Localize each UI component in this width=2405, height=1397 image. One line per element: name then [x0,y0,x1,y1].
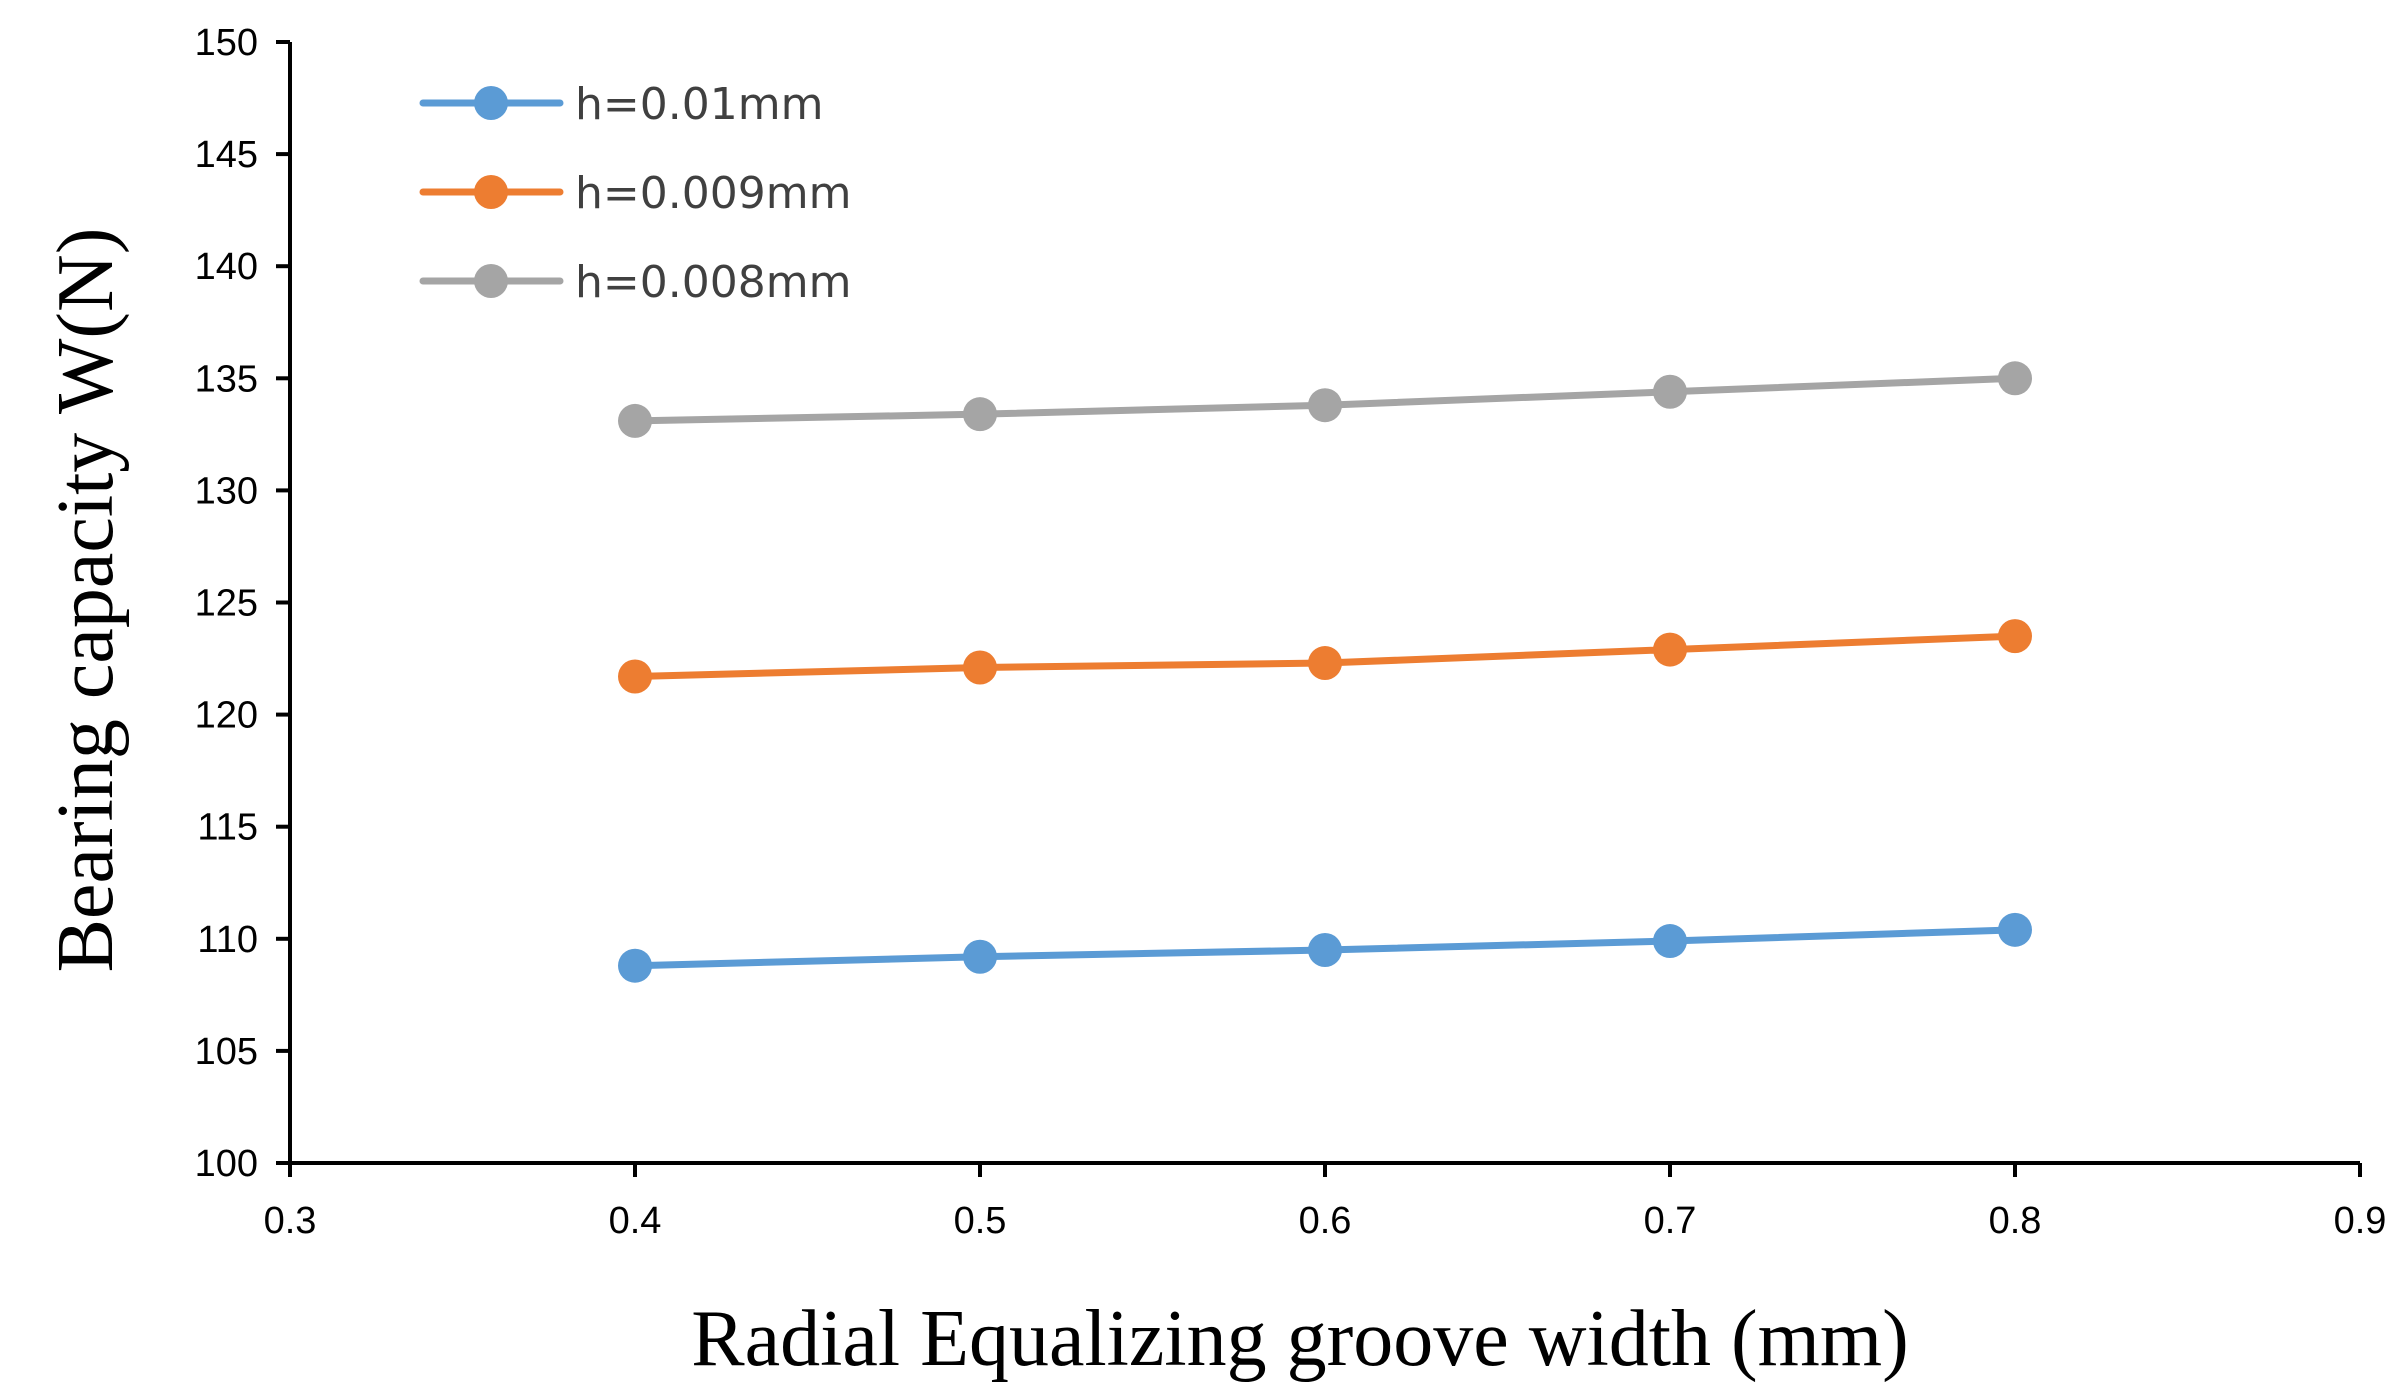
data-point [1998,619,2032,654]
series-3 [618,361,2032,438]
y-tick-label: 105 [195,1031,258,1073]
legend-marker [474,86,508,120]
y-tick-label: 135 [195,358,258,400]
y-tick-label: 150 [195,22,258,64]
data-point [1653,374,1687,409]
series-1 [618,912,2032,983]
y-tick-label: 145 [195,134,258,176]
legend-label: h=0.008mm [575,257,851,308]
y-tick-label: 130 [195,470,258,512]
data-point [963,397,997,432]
x-tick-label: 0.4 [609,1200,662,1242]
data-point [1653,924,1687,959]
data-point [1998,361,2032,396]
data-point [963,939,997,974]
x-ticks: 0.3 0.4 0.5 0.6 0.7 0.8 0.9 [264,1163,2387,1242]
data-point [1653,632,1687,667]
legend-label: h=0.01mm [575,79,823,130]
y-tick-label: 125 [195,583,258,625]
legend-marker [474,264,508,298]
y-tick-label: 120 [195,695,258,737]
x-tick-label: 0.9 [2334,1200,2387,1242]
y-tick-label: 140 [195,246,258,288]
y-axis-title: Bearing capacity W(N) [42,228,130,973]
data-point [963,650,997,685]
y-tick-label: 115 [197,807,258,849]
data-point [618,948,652,983]
legend-item: h=0.009mm [419,168,851,219]
legend: h=0.01mm h=0.009mm h=0.008mm [419,79,851,308]
legend-item: h=0.008mm [419,257,851,308]
x-axis-title: Radial Equalizing groove width (mm) [691,1295,1909,1383]
y-ticks: 100 105 110 115 120 125 130 135 140 145 150 [195,22,290,1185]
data-point [618,659,652,694]
series-2 [618,619,2032,694]
legend-item: h=0.01mm [419,79,823,130]
x-tick-label: 0.7 [1644,1200,1697,1242]
legend-label: h=0.009mm [575,168,851,219]
y-tick-label: 100 [195,1143,258,1185]
data-point [618,403,652,438]
data-point [1308,388,1342,423]
legend-marker [474,175,508,209]
series-layer [618,361,2032,983]
data-point [1998,912,2032,947]
x-tick-label: 0.6 [1299,1200,1352,1242]
x-tick-label: 0.5 [954,1200,1007,1242]
y-tick-label: 110 [197,919,258,961]
x-tick-label: 0.8 [1989,1200,2042,1242]
x-tick-label: 0.3 [264,1200,317,1242]
data-point [1308,646,1342,681]
data-point [1308,933,1342,968]
